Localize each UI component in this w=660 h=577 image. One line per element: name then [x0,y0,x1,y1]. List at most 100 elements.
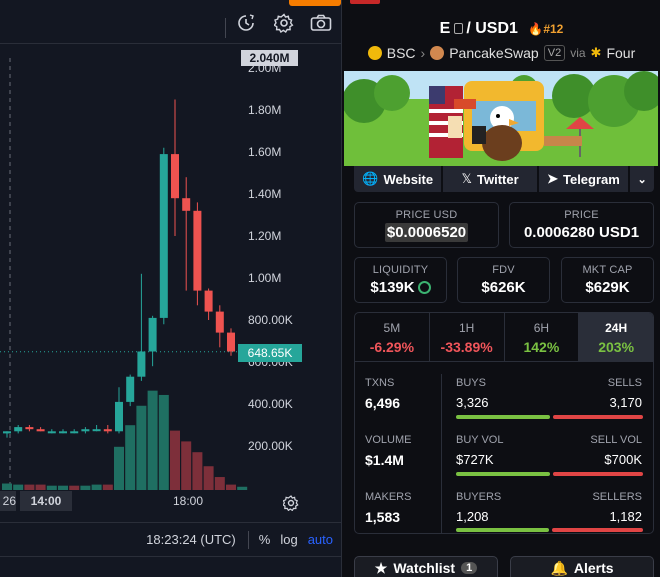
market-cap-label: MKT CAP [582,264,633,276]
replay-icon[interactable] [234,12,258,34]
chain-row: BSC › PancakeSwap V2 via ✱ Four [342,44,660,62]
star-icon: ★ [374,559,388,576]
sells-value: 3,170 [609,395,642,410]
volume-bar [214,477,225,490]
telegram-button[interactable]: ➤ Telegram [538,166,629,192]
volume-bar [192,452,203,490]
volume-bar [170,430,180,490]
volume-bar [69,485,80,490]
website-label: Website [383,171,434,187]
period-label: 24H [605,321,628,335]
camera-icon[interactable] [309,12,333,34]
pair-title: E / USD1 🔥#12 [342,20,660,38]
x-axis-time-tag: 14:00 [20,491,72,511]
bsc-logo-icon [367,46,382,60]
volume-bar [13,484,24,490]
candle-body [148,317,157,352]
flag-chip [350,0,380,4]
action-buttons: ★ Watchlist 1 🔔 Alerts [354,556,654,577]
volume-bar [147,390,158,490]
buyers-label: BUYERS [456,491,502,503]
volume-bar [80,485,91,490]
y-axis-tick-label: 200.00K [248,439,293,453]
volume-bars [2,390,248,490]
txns-label: TXNS [365,377,395,389]
pair-slash: / [466,20,476,37]
sells-bar [553,415,643,419]
volume-bar [35,484,46,490]
website-button[interactable]: 🌐 Website [354,166,442,192]
candle-body [137,351,146,377]
candle-body [59,431,67,434]
orange-tab[interactable] [289,0,341,6]
candle-body [92,429,101,432]
quote-token: USD1 [475,20,518,37]
copy-icon[interactable] [454,23,464,34]
volume-label: VOLUME [365,434,412,446]
period-label: 1H [458,321,475,335]
stats-divider [441,374,442,534]
liquidity-lock-icon[interactable] [417,281,431,294]
volume-bar [58,485,68,490]
chevron-down-icon: ⌄ [637,173,647,186]
price-usd-box: PRICE USD $0.0006520 [354,202,499,248]
toolbar-divider [225,18,226,38]
tab-24h[interactable]: 24H 203% [579,313,653,361]
twitter-button[interactable]: 𝕏 Twitter [443,166,537,192]
bottom-separator [247,530,249,549]
social-links: 🌐 Website 𝕏 Twitter ➤ Telegram ⌄ [354,166,654,192]
log-scale-button[interactable]: log [280,532,298,547]
sell-volume-bar [553,472,643,476]
chart-pane[interactable]: 2.00M 1.80M 1.60M 1.40M 1.20M 1.00M 800.00K 600… [0,0,341,577]
y-axis-tick-label: 1.80M [248,103,281,117]
telegram-label: Telegram [562,171,620,187]
y-axis-labels: 2.00M1.80M1.60M1.40M1.20M1.00M800.00K600… [248,61,293,453]
axis-settings-icon[interactable] [282,495,299,512]
launchpad-name[interactable]: Four [606,45,636,61]
period-label: 5M [383,321,401,335]
chevron-right-icon: › [420,45,426,61]
candle-body [70,431,79,434]
candle-body [227,332,235,352]
x-logo-icon: 𝕏 [461,171,472,186]
market-cap-box: MKT CAP $629K [561,257,654,303]
candle-body [47,431,56,434]
price-usd-label: PRICE USD [395,209,458,221]
auto-scale-button[interactable]: auto [307,532,333,547]
candle-body [3,431,11,434]
base-token: E [439,20,451,37]
buys-label: BUYS [456,377,486,389]
dex-name[interactable]: PancakeSwap [449,45,539,61]
watchlist-button[interactable]: ★ Watchlist 1 [354,556,498,577]
makers-value: 1,583 [365,509,401,525]
liquidity-value: $139K [370,279,415,296]
launchpad-icon: ✱ [590,45,602,60]
tab-5m[interactable]: 5M -6.29% [355,313,430,361]
period-change: -33.89% [440,339,493,355]
chain-name[interactable]: BSC [386,45,416,61]
settings-gear-icon[interactable] [272,12,296,34]
fdv-label: FDV [492,264,515,276]
sell-volume-value: $700K [604,452,642,467]
candles [3,99,247,438]
price-native-box: PRICE 0.0006280 USD1 [509,202,654,248]
rank-value: #12 [543,22,564,36]
volume-bar [24,484,35,490]
tab-6h[interactable]: 6H 142% [505,313,580,361]
x-axis-label: 18:00 [173,494,204,508]
x-axis-date-tag: 26 [0,491,16,511]
globe-icon: 🌐 [362,171,379,186]
candle-body [182,198,191,211]
percent-scale-button[interactable]: % [258,532,271,547]
buy-volume-bar [456,472,550,476]
buys-bar [456,415,550,419]
period-tabs: 5M -6.29% 1H -33.89% 6H 142% 24H 203% [354,312,654,362]
price-native-value: 0.0006280 USD1 [523,224,640,241]
liquidity-box: LIQUIDITY $139K [354,257,447,303]
tab-1h[interactable]: 1H -33.89% [430,313,505,361]
alerts-button[interactable]: 🔔 Alerts [510,556,654,577]
price-chart[interactable]: 2.00M1.80M1.60M1.40M1.20M1.00M800.00K600… [0,44,341,490]
alerts-label: Alerts [573,560,614,576]
more-links-button[interactable]: ⌄ [630,166,654,192]
candle-body [171,154,179,199]
